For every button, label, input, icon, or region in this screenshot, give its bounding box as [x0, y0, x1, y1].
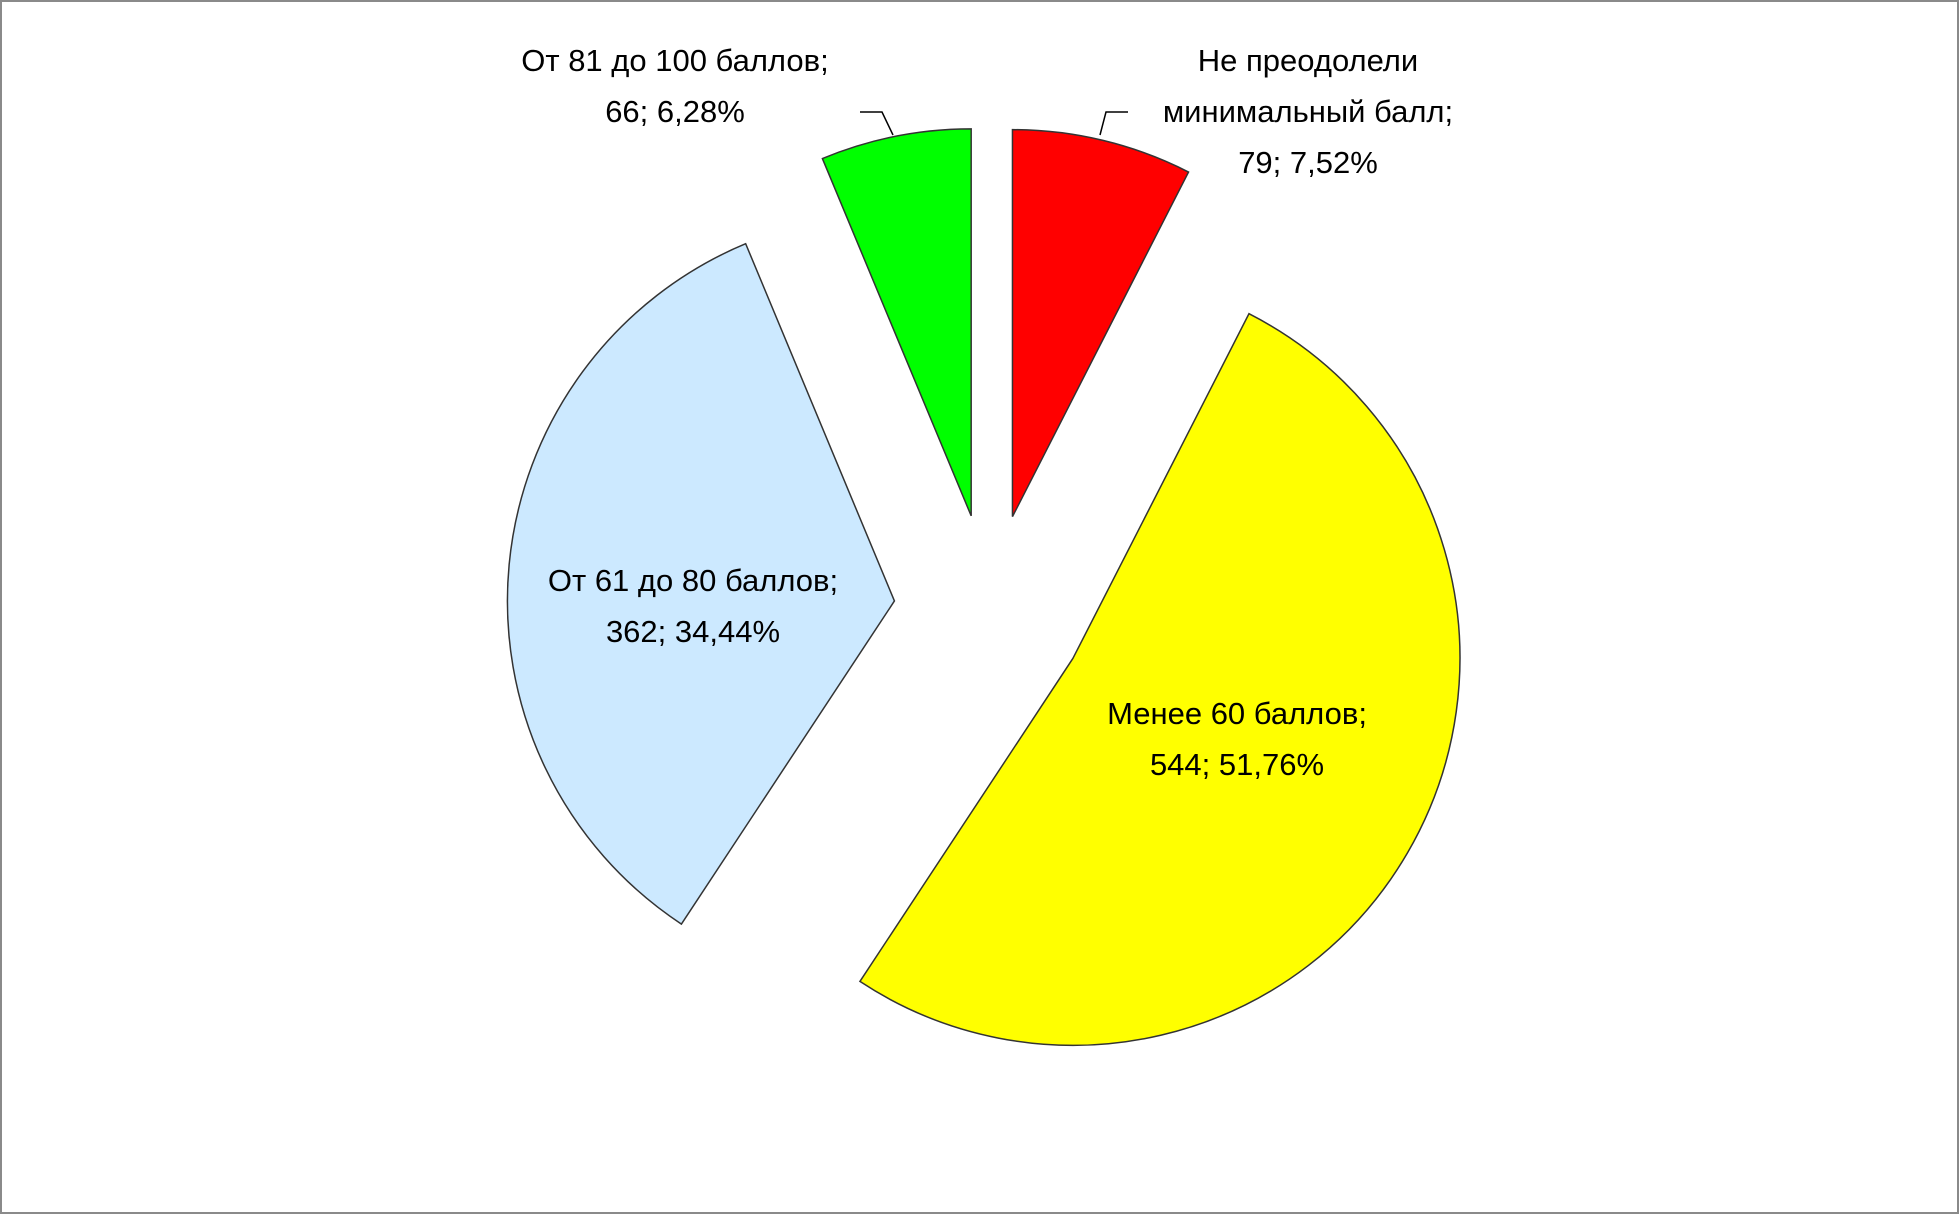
pie-slice	[1011, 128, 1190, 518]
leader-line	[860, 111, 894, 136]
label-category: Не преодолели минимальный балл	[1162, 43, 1445, 129]
data-label: От 81 до 100 баллов; 66; 6,28%	[521, 43, 829, 129]
label-value: 79	[1238, 145, 1273, 180]
label-value: 66	[605, 94, 640, 129]
pie-slice	[821, 128, 972, 517]
leader-line	[1099, 111, 1128, 136]
label-category: От 61 до 80 баллов	[547, 563, 830, 598]
label-percent: 6,28%	[656, 94, 745, 129]
pie-slice	[858, 312, 1461, 1047]
label-percent: 7,52%	[1289, 145, 1378, 180]
data-label: От 61 до 80 баллов; 362; 34,44%	[547, 563, 839, 649]
label-percent: 34,44%	[674, 614, 781, 649]
label-category: От 81 до 100 баллов	[521, 43, 821, 78]
label-value: 544	[1149, 747, 1202, 782]
data-label: Не преодолели минимальный балл; 79; 7,52…	[1162, 43, 1454, 180]
pie-slice	[506, 242, 896, 926]
label-category: Менее 60 баллов	[1107, 696, 1359, 731]
label-value: 362	[605, 614, 658, 649]
label-percent: 51,76%	[1218, 747, 1325, 782]
data-label: Менее 60 баллов; 544; 51,76%	[1107, 696, 1367, 782]
